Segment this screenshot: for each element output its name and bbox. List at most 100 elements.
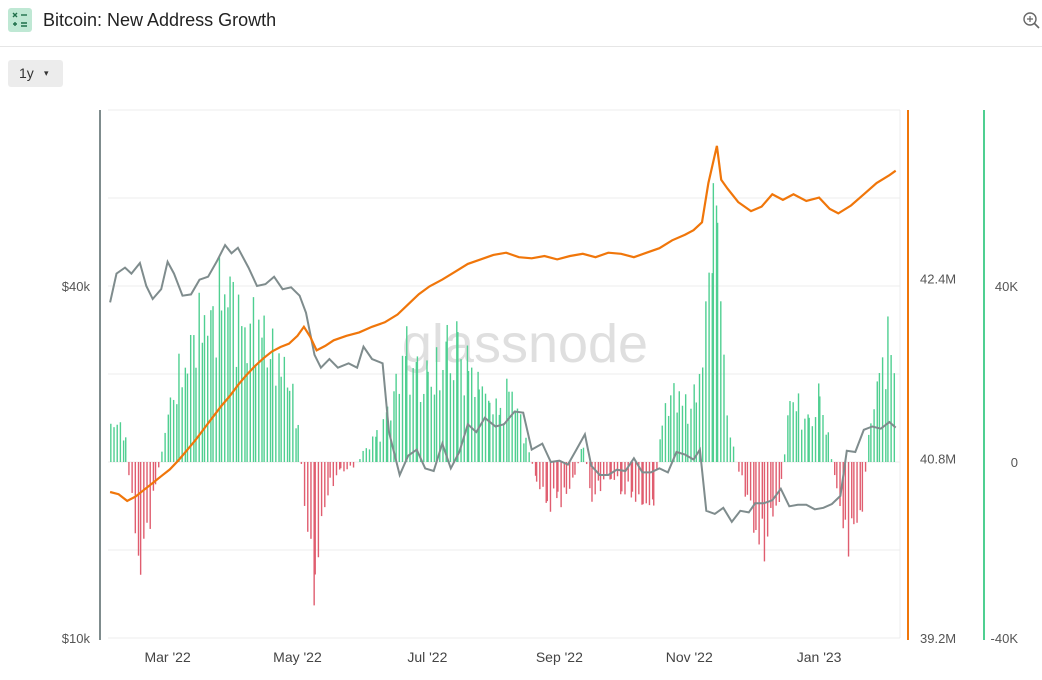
growth-bar — [789, 401, 791, 462]
growth-bar — [861, 462, 864, 512]
growth-bar — [359, 459, 361, 462]
growth-bar — [427, 371, 429, 462]
chart-header: Bitcoin: New Address Growth — [0, 0, 1042, 47]
growth-bar — [589, 462, 591, 489]
growth-bar — [426, 360, 428, 462]
growth-bar — [565, 462, 568, 494]
growth-bar — [651, 462, 654, 500]
growth-bar — [804, 418, 806, 462]
growth-bar — [128, 462, 130, 476]
x-tick-label: May '22 — [273, 649, 322, 665]
growth-bar — [659, 439, 661, 462]
growth-bars — [110, 183, 896, 606]
growth-bar — [346, 462, 348, 470]
growth-bar — [661, 425, 663, 462]
growth-bar — [158, 462, 160, 468]
growth-bar — [770, 462, 772, 508]
growth-bar — [286, 387, 289, 462]
growth-bar — [887, 316, 889, 462]
growth-bar — [139, 462, 142, 575]
growth-bar — [386, 406, 389, 462]
growth-bar — [624, 462, 626, 495]
growth-bar — [372, 436, 374, 462]
growth-bar — [295, 428, 297, 462]
growth-bar — [726, 415, 728, 462]
x-tick-label: Jul '22 — [407, 649, 447, 665]
growth-bar — [511, 391, 513, 462]
growth-bar — [439, 390, 441, 462]
growth-bar — [445, 341, 447, 462]
growth-bar — [195, 367, 197, 462]
growth-bar — [419, 402, 422, 462]
growth-bar — [535, 462, 538, 482]
time-range-dropdown[interactable]: 1y ▾ — [8, 60, 63, 87]
growth-bar — [152, 462, 155, 491]
growth-bar — [531, 462, 534, 464]
growth-bar — [329, 462, 331, 478]
growth-bar — [678, 391, 680, 462]
chart-title: Bitcoin: New Address Growth — [43, 10, 277, 30]
growth-bar — [519, 414, 522, 462]
growth-bar — [591, 462, 593, 502]
growth-bar — [280, 376, 282, 462]
growth-bar — [395, 373, 397, 462]
growth-bar — [746, 462, 749, 495]
growth-bar — [189, 334, 192, 462]
growth-bar — [435, 347, 438, 462]
growth-bar — [220, 310, 223, 462]
growth-bar — [335, 462, 338, 476]
growth-bar — [313, 462, 315, 606]
growth-bar — [763, 462, 766, 562]
growth-bar — [556, 462, 558, 499]
growth-bar — [542, 462, 544, 487]
growth-bar — [460, 359, 462, 462]
growth-bar — [741, 462, 743, 476]
growth-bar — [603, 462, 605, 480]
growth-bar — [744, 462, 746, 497]
growth-bar — [349, 462, 352, 466]
growth-bar — [433, 394, 436, 462]
growth-bar — [271, 328, 274, 462]
growth-bar — [227, 307, 229, 462]
growth-bar — [203, 315, 206, 462]
growth-bar — [560, 462, 562, 508]
growth-bar — [212, 306, 214, 462]
growth-bar — [269, 359, 272, 462]
growth-bar — [340, 462, 342, 469]
growth-bar — [775, 462, 777, 506]
growth-bar — [594, 462, 596, 495]
growth-bar — [186, 373, 189, 462]
growth-bar — [523, 443, 525, 462]
x-tick-label: Sep '22 — [536, 649, 583, 665]
growth-bar — [477, 371, 479, 462]
growth-bar — [827, 432, 830, 462]
growth-bar — [577, 462, 579, 464]
growth-bar — [864, 462, 867, 472]
address-line — [109, 145, 897, 503]
zoom-icon[interactable] — [1021, 10, 1041, 30]
growth-bar — [405, 356, 407, 462]
growth-bar — [193, 335, 195, 462]
growth-bar — [631, 462, 634, 492]
growth-bar — [467, 371, 470, 462]
growth-bar — [783, 454, 786, 462]
calculator-icon — [8, 8, 32, 32]
growth-bar — [502, 423, 505, 462]
x-tick-label: Nov '22 — [666, 649, 713, 665]
growth-bar — [627, 462, 629, 482]
growth-bar — [376, 430, 378, 462]
growth-bar — [215, 357, 217, 462]
growth-bar — [143, 462, 145, 539]
growth-bar — [778, 462, 781, 502]
growth-tick-label: 0 — [1011, 455, 1018, 470]
growth-bar — [822, 414, 824, 462]
growth-bar — [415, 361, 418, 462]
growth-bar — [687, 423, 689, 462]
growth-bar — [723, 354, 725, 462]
growth-bar — [847, 462, 850, 557]
growth-bar — [582, 447, 585, 462]
growth-bar — [761, 462, 764, 519]
price-tick-label: $40k — [62, 279, 91, 294]
growth-bar — [401, 355, 404, 462]
growth-bar — [198, 292, 200, 462]
